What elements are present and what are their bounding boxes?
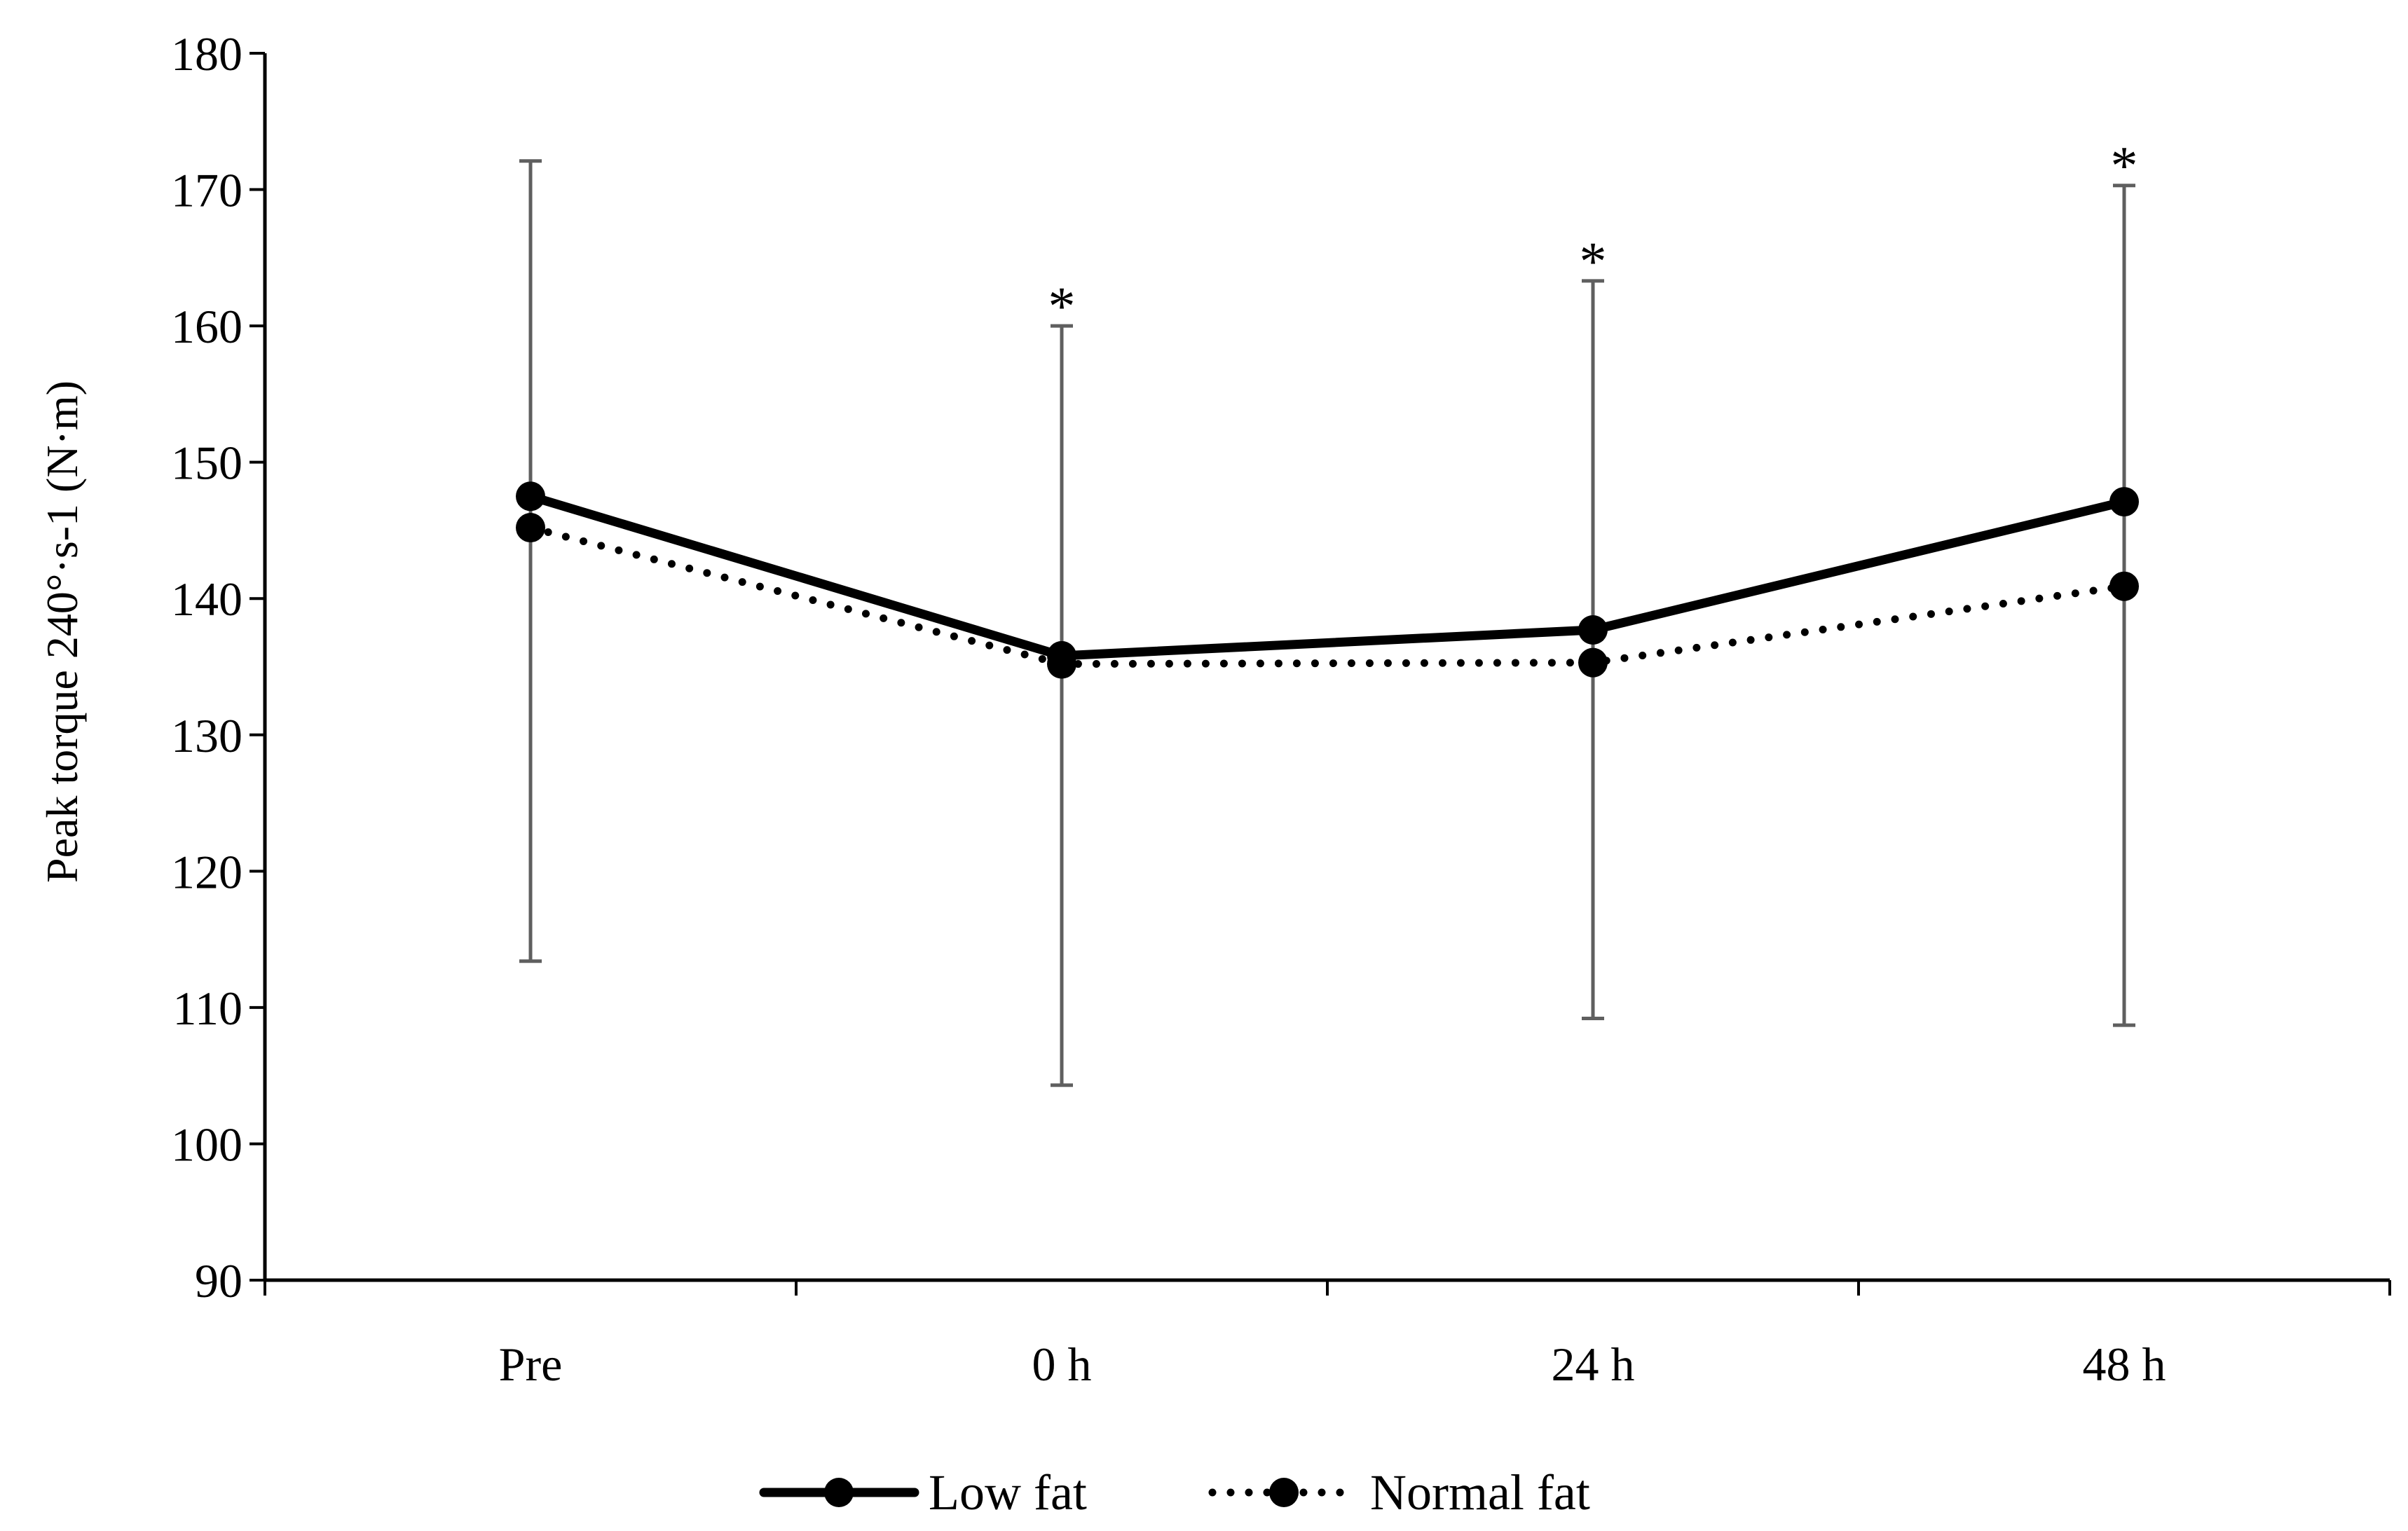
y-tick-label: 180 (171, 27, 242, 81)
legend-label-normal-fat: Normal fat (1370, 1464, 1590, 1520)
significance-markers: * * * (1048, 135, 2138, 336)
x-tick-label: 0 h (1032, 1338, 1092, 1391)
data-point-normal-fat (2109, 571, 2139, 601)
series-markers (516, 481, 2139, 679)
y-tick-label: 100 (171, 1118, 242, 1171)
y-tick-label: 170 (171, 164, 242, 217)
legend-marker-low-fat (824, 1478, 854, 1507)
legend-marker-normal-fat (1269, 1478, 1299, 1507)
data-point-normal-fat (1578, 647, 1608, 678)
data-point-low-fat (516, 481, 545, 512)
y-tick-label: 90 (195, 1254, 242, 1307)
significance-star: * (1048, 275, 1076, 336)
data-point-normal-fat (1047, 649, 1076, 679)
y-tick-label: 160 (171, 300, 242, 353)
y-tick-label: 140 (171, 572, 242, 626)
y-axis-title: Peak torque 240°·s-1 (N·m) (37, 380, 87, 883)
legend-label-low-fat: Low fat (929, 1464, 1087, 1520)
data-point-low-fat (2109, 487, 2139, 517)
series-line-normal-fat (526, 523, 2128, 668)
legend: Low fat Normal fat (759, 1464, 1590, 1520)
error-bars (519, 159, 2135, 1087)
axes: 90 100 110 120 130 140 150 160 170 180 Pre 0 h 24 h 4… (171, 27, 2391, 1391)
data-point-low-fat (1578, 615, 1608, 645)
series-lines (526, 491, 2129, 668)
series-line-low-fat (526, 491, 2129, 661)
y-tick-label: 110 (173, 982, 242, 1035)
x-tick-label: 48 h (2083, 1338, 2166, 1391)
y-tick-label: 120 (171, 845, 242, 898)
y-tick-label: 150 (171, 437, 242, 490)
y-tick-label: 130 (171, 709, 242, 762)
x-tick-label: Pre (499, 1338, 563, 1391)
data-point-normal-fat (516, 513, 545, 543)
significance-star: * (1580, 231, 1607, 291)
significance-star: * (2111, 135, 2138, 196)
x-tick-label: 24 h (1552, 1338, 1635, 1391)
